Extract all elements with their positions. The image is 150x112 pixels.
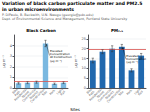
svg-text:Black Carbon: Black Carbon	[26, 28, 56, 33]
svg-text:P. DiPaolo, B. Beckwith, U.N.: P. DiPaolo, B. Beckwith, U.N. Nwogu (geo…	[2, 13, 94, 17]
svg-text:4: 4	[10, 44, 13, 48]
svg-text:0: 0	[10, 86, 12, 90]
svg-text:Light: Light	[133, 87, 142, 96]
svg-text:Rail: Rail	[59, 90, 66, 97]
svg-text:Elevated: Elevated	[50, 49, 63, 53]
svg-text:Elevated: Elevated	[126, 54, 139, 58]
svg-text:Concentration: Concentration	[50, 52, 70, 56]
svg-text:Concentration: Concentration	[126, 57, 147, 61]
svg-text:Site: Site	[118, 90, 125, 97]
svg-text:District: District	[104, 89, 115, 101]
svg-text:Construction: Construction	[29, 87, 46, 104]
svg-text:10: 10	[82, 66, 86, 70]
svg-text:At Construction: At Construction	[50, 55, 72, 59]
svg-text:0: 0	[84, 86, 86, 90]
svg-text:20: 20	[82, 47, 86, 51]
svg-text:Light: Light	[55, 87, 64, 96]
svg-text:(µg m⁻³): (µg m⁻³)	[50, 58, 62, 62]
svg-text:(µg m⁻³): (µg m⁻³)	[126, 60, 138, 64]
svg-text:Street: Street	[95, 89, 106, 99]
svg-text:Park: Park	[126, 88, 134, 96]
svg-text:2: 2	[10, 65, 12, 69]
svg-text:Dept. of Environmental Science: Dept. of Environmental Science and Manag…	[2, 17, 127, 21]
svg-text:Commercial: Commercial	[21, 87, 37, 103]
svg-text:Residential: Residential	[13, 87, 28, 102]
svg-text:Park: Park	[48, 88, 56, 96]
svg-text:Commercial: Commercial	[96, 87, 113, 103]
svg-text:5: 5	[84, 76, 86, 80]
svg-text:µg m⁻³: µg m⁻³	[2, 55, 6, 68]
svg-text:1: 1	[10, 75, 12, 79]
svg-text:Bike: Bike	[85, 87, 93, 95]
svg-text:15: 15	[82, 57, 86, 61]
svg-text:Path: Path	[88, 89, 96, 98]
svg-text:Variation of black carbon part: Variation of black carbon particulate ma…	[2, 1, 144, 6]
svg-text:µg m⁻³: µg m⁻³	[74, 55, 78, 68]
svg-text:Site: Site	[41, 89, 49, 97]
svg-text:Sites: Sites	[70, 107, 80, 112]
svg-text:3: 3	[10, 54, 12, 58]
svg-text:Bike: Bike	[11, 87, 19, 95]
svg-text:Construction: Construction	[105, 87, 122, 104]
svg-text:Rail: Rail	[137, 90, 144, 97]
svg-text:25: 25	[82, 37, 86, 41]
svg-text:PM₂.₅: PM₂.₅	[111, 28, 123, 33]
svg-text:Residential: Residential	[88, 87, 103, 102]
svg-text:in urban microenvironments: in urban microenvironments	[2, 7, 74, 12]
